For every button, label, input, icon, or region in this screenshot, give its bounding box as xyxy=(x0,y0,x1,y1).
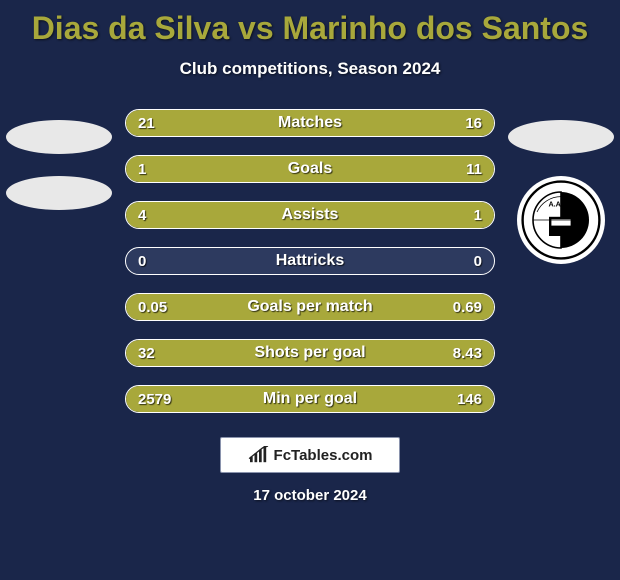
subtitle: Club competitions, Season 2024 xyxy=(0,59,620,79)
stat-label: Goals per match xyxy=(126,298,494,316)
comparison-title: Dias da Silva vs Marinho dos Santos xyxy=(0,0,620,47)
stat-value-right: 146 xyxy=(457,391,482,408)
stat-label: Assists xyxy=(126,206,494,224)
vs-text: vs xyxy=(238,10,274,46)
stat-row: 0Hattricks0 xyxy=(125,247,495,275)
stat-label: Matches xyxy=(126,114,494,132)
left-club-badge-2 xyxy=(6,176,112,210)
right-badges: A.A.P.P xyxy=(506,120,616,264)
brand-text: FcTables.com xyxy=(274,447,373,464)
stat-row: 2579Min per goal146 xyxy=(125,385,495,413)
svg-text:A.A.P.P: A.A.P.P xyxy=(548,199,573,208)
stat-row: 0.05Goals per match0.69 xyxy=(125,293,495,321)
footer-date: 17 october 2024 xyxy=(0,487,620,504)
stat-row: 21Matches16 xyxy=(125,109,495,137)
left-badges xyxy=(4,120,114,210)
stat-label: Shots per goal xyxy=(126,344,494,362)
stat-value-right: 0 xyxy=(474,253,482,270)
stat-label: Hattricks xyxy=(126,252,494,270)
stat-value-right: 8.43 xyxy=(453,345,482,362)
right-club-badge-2: A.A.P.P xyxy=(517,176,605,264)
player-left-name: Dias da Silva xyxy=(32,10,229,46)
stat-value-right: 0.69 xyxy=(453,299,482,316)
player-right-name: Marinho dos Santos xyxy=(283,10,589,46)
chart-icon xyxy=(248,446,270,464)
fctables-logo: FcTables.com xyxy=(220,437,400,473)
right-club-badge-1 xyxy=(508,120,614,154)
ponte-preta-icon: A.A.P.P xyxy=(521,180,601,260)
stat-value-right: 11 xyxy=(466,161,482,178)
stat-row: 1Goals11 xyxy=(125,155,495,183)
stat-value-right: 1 xyxy=(474,207,482,224)
left-club-badge-1 xyxy=(6,120,112,154)
stat-row: 32Shots per goal8.43 xyxy=(125,339,495,367)
stat-row: 4Assists1 xyxy=(125,201,495,229)
stat-label: Goals xyxy=(126,160,494,178)
stat-label: Min per goal xyxy=(126,390,494,408)
stat-value-right: 16 xyxy=(465,115,482,132)
stats-bars: 21Matches161Goals114Assists10Hattricks00… xyxy=(125,109,495,413)
